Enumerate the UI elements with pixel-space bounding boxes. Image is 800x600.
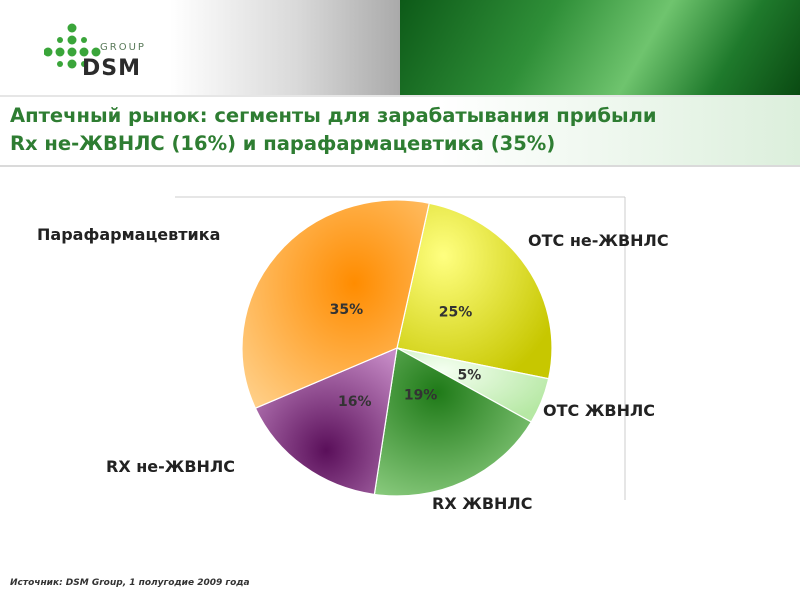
source-note: Источник: DSM Group, 1 полугодие 2009 го… (10, 578, 250, 588)
slice-label-parapharmaceutics: Парафармацевтика (37, 225, 220, 244)
slice-label-otc-zhvnls: ОТС ЖВНЛС (543, 401, 655, 420)
header-clock-image (170, 0, 402, 95)
pie-chart: 25% 5% 19% 16% 35% ОТС не-ЖВНЛС ОТС ЖВНЛС RX Ж… (37, 196, 669, 513)
logo-brand-text: DSM (82, 56, 141, 81)
slice-label-rx-zhvnls: RX ЖВНЛС (432, 494, 532, 513)
logo-group-text: GROUP (100, 42, 146, 53)
data-label-rx-zhvnls: 19% (404, 388, 438, 404)
header: GROUP DSM (0, 0, 800, 97)
data-label-parapharmaceutics: 35% (330, 302, 364, 318)
pie-slice-otc-ne-zhvnls (396, 202, 553, 380)
page-title-line-1: Аптечный рынок: сегменты для зарабатыван… (10, 104, 657, 127)
page-title-line-2: Rx не-ЖВНЛС (16%) и парафармацевтика (35… (10, 132, 556, 155)
data-label-otc-ne-zhvnls: 25% (439, 305, 473, 321)
slice-label-rx-ne-zhvnls: RX не-ЖВНЛС (106, 457, 235, 476)
data-label-otc-zhvnls: 5% (458, 368, 482, 384)
header-green-image (400, 0, 800, 95)
pie-slice-parapharmaceutics (241, 199, 430, 409)
data-label-rx-ne-zhvnls: 16% (338, 394, 372, 410)
pie-slice-rx-ne-zhvnls (254, 347, 398, 496)
slice-label-otc-ne-zhvnls: ОТС не-ЖВНЛС (528, 231, 669, 250)
pie-slice-rx-zhvnls (373, 347, 533, 497)
title-band (0, 97, 800, 167)
dsm-logo-icon (44, 23, 101, 69)
